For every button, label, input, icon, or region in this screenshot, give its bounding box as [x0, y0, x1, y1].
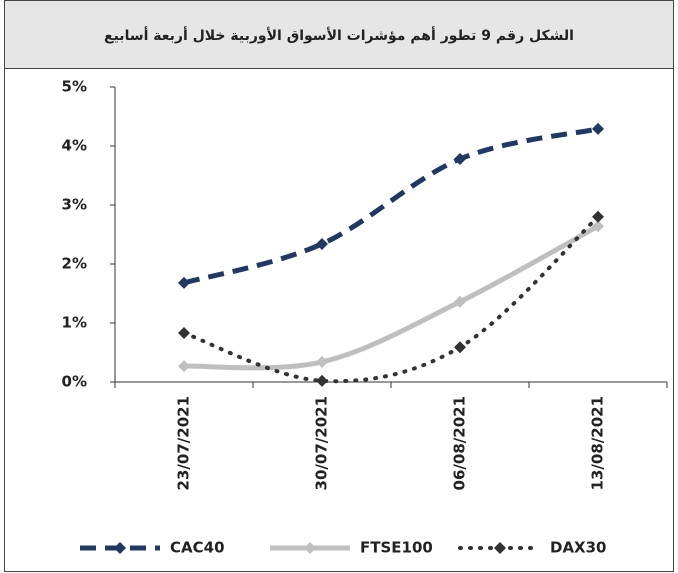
- chart-title: الشكل رقم 9 تطور أهم مؤشرات الأسواق الأو…: [104, 26, 574, 44]
- legend-marker: [304, 542, 316, 554]
- point-marker: [178, 327, 190, 340]
- y-tick-label: 0%: [62, 373, 87, 391]
- legend-label: CAC40: [170, 539, 225, 557]
- legend-label: DAX30: [550, 539, 607, 557]
- point-marker: [316, 237, 328, 250]
- legend-marker: [494, 542, 506, 554]
- y-tick-label: 3%: [62, 196, 87, 214]
- x-tick-label: 13/08/2021: [589, 396, 607, 490]
- point-marker: [178, 276, 190, 289]
- point-marker: [316, 355, 328, 368]
- legend-marker: [114, 542, 126, 554]
- series-line: [182, 214, 600, 384]
- point-marker: [592, 220, 604, 233]
- y-tick-label: 1%: [62, 314, 87, 332]
- point-marker: [178, 360, 190, 373]
- y-tick-label: 4%: [62, 137, 87, 155]
- point-marker: [592, 122, 604, 135]
- point-marker: [454, 152, 466, 165]
- point-marker: [592, 210, 604, 223]
- x-tick-label: 23/07/2021: [175, 396, 193, 490]
- series-line: [183, 224, 600, 371]
- title-band: [4, 0, 674, 69]
- y-tick-label: 5%: [62, 78, 87, 96]
- legend-label: FTSE100: [360, 539, 433, 557]
- frame: [4, 0, 674, 572]
- point-marker: [316, 374, 328, 387]
- x-tick-label: 30/07/2021: [313, 396, 331, 490]
- series-line: [183, 126, 599, 286]
- x-tick-label: 06/08/2021: [451, 396, 469, 490]
- y-tick-label: 2%: [62, 255, 87, 273]
- point-marker: [454, 295, 466, 308]
- point-marker: [454, 341, 466, 354]
